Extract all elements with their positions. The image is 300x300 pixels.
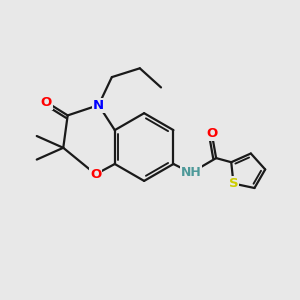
Text: O: O bbox=[90, 168, 101, 181]
Text: O: O bbox=[41, 96, 52, 109]
Text: N: N bbox=[93, 99, 104, 112]
Text: O: O bbox=[206, 127, 217, 140]
Text: NH: NH bbox=[181, 166, 202, 179]
Text: S: S bbox=[229, 177, 238, 190]
